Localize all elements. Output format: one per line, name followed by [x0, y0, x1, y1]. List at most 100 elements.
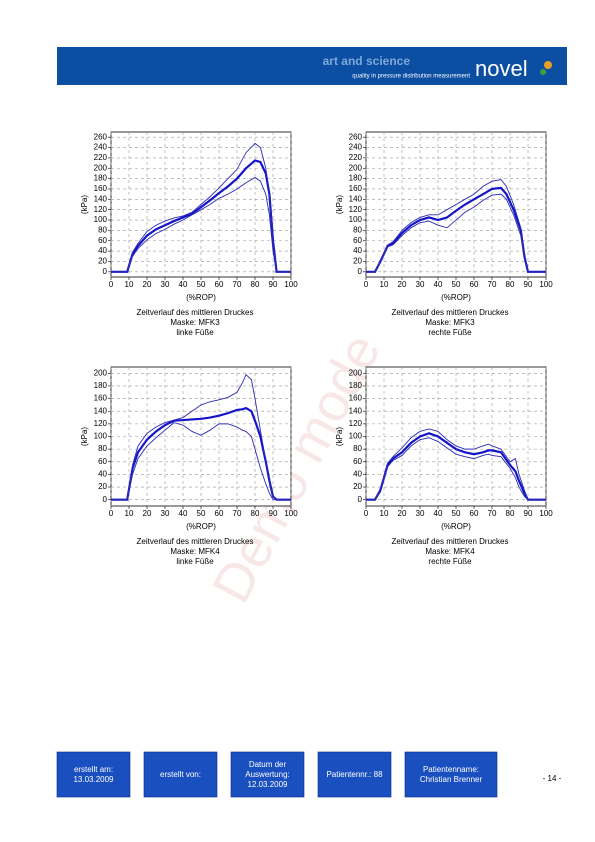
x-tick-label: 80 [251, 509, 260, 518]
x-axis-label: (%ROP) [441, 293, 471, 302]
x-tick-label: 30 [161, 509, 170, 518]
x-tick-label: 0 [109, 280, 114, 289]
chart-caption: linke Füße [176, 557, 214, 566]
footer-text: Christian Brenner [420, 775, 483, 784]
footer-text: 13.03.2009 [73, 775, 114, 784]
footer-box [143, 751, 218, 798]
y-tick-label: 100 [349, 215, 363, 224]
x-tick-label: 60 [470, 509, 479, 518]
chart: 0 20 40 60 80 100 120 140 160 180 200 0 10 20 30 40 50 60… [80, 366, 298, 566]
chart-caption: Maske: MFK3 [425, 318, 475, 327]
x-tick-label: 90 [524, 509, 533, 518]
x-tick-label: 10 [125, 509, 134, 518]
y-tick-label: 20 [353, 482, 362, 491]
chart-caption: Maske: MFK4 [425, 547, 475, 556]
footer-text: erstellt von: [160, 770, 201, 779]
footer-text: erstellt am: [74, 765, 113, 774]
y-tick-label: 200 [94, 163, 108, 172]
x-tick-label: 70 [488, 280, 497, 289]
chart-caption: Zeitverlauf des mittleren Druckes [137, 537, 254, 546]
y-tick-label: 120 [94, 419, 108, 428]
y-tick-label: 60 [98, 236, 107, 245]
data-line [366, 179, 546, 273]
x-tick-label: 80 [506, 280, 515, 289]
x-tick-label: 20 [143, 509, 152, 518]
footer-text: Patientennr.: 88 [326, 770, 383, 779]
header-tagline: quality in pressure distribution measure… [352, 74, 470, 80]
data-line [366, 432, 546, 501]
y-tick-label: 80 [353, 226, 362, 235]
y-tick-label: 0 [103, 267, 108, 276]
data-line [366, 193, 546, 273]
y-tick-label: 220 [349, 153, 363, 162]
x-tick-label: 20 [398, 280, 407, 289]
y-axis-label: (kPa) [335, 195, 344, 214]
footer-box [56, 751, 131, 798]
x-tick-label: 30 [416, 280, 425, 289]
x-tick-label: 40 [179, 280, 188, 289]
footer-text: Datum der [249, 760, 287, 769]
x-tick-label: 100 [539, 509, 553, 518]
header-logo: novel [475, 56, 528, 81]
x-tick-label: 40 [434, 280, 443, 289]
y-tick-label: 80 [353, 444, 362, 453]
y-tick-label: 160 [349, 184, 363, 193]
x-tick-label: 70 [233, 280, 242, 289]
y-tick-label: 200 [94, 368, 108, 377]
data-line [366, 437, 546, 501]
x-tick-label: 90 [524, 280, 533, 289]
x-tick-label: 10 [125, 280, 134, 289]
y-tick-label: 180 [94, 174, 108, 183]
y-tick-label: 0 [358, 267, 363, 276]
x-tick-label: 80 [251, 280, 260, 289]
data-line [111, 422, 291, 501]
x-tick-label: 100 [284, 280, 298, 289]
footer-box [317, 751, 392, 798]
y-tick-label: 160 [94, 394, 108, 403]
y-tick-label: 0 [358, 495, 363, 504]
x-tick-label: 20 [143, 280, 152, 289]
x-tick-label: 90 [269, 509, 278, 518]
chart-caption: linke Füße [176, 328, 214, 337]
y-tick-label: 140 [349, 406, 363, 415]
y-tick-label: 200 [349, 368, 363, 377]
data-line [111, 177, 291, 273]
chart-caption: Zeitverlauf des mittleren Druckes [392, 308, 509, 317]
x-axis-label: (%ROP) [441, 522, 471, 531]
data-line [111, 142, 291, 273]
y-tick-label: 40 [353, 246, 362, 255]
x-tick-label: 50 [452, 280, 461, 289]
x-axis-label: (%ROP) [186, 522, 216, 531]
y-tick-label: 160 [94, 184, 108, 193]
y-tick-label: 180 [349, 174, 363, 183]
x-tick-label: 60 [215, 280, 224, 289]
y-tick-label: 100 [349, 432, 363, 441]
x-tick-label: 90 [269, 280, 278, 289]
y-tick-label: 40 [98, 246, 107, 255]
page-number: - 14 - [543, 774, 562, 783]
y-tick-label: 180 [349, 381, 363, 390]
x-tick-label: 10 [380, 509, 389, 518]
header-slogan: art and science [323, 54, 411, 68]
y-tick-label: 20 [98, 482, 107, 491]
y-tick-label: 80 [98, 444, 107, 453]
y-axis-label: (kPa) [80, 195, 89, 214]
y-tick-label: 40 [98, 470, 107, 479]
data-line [111, 373, 291, 501]
y-tick-label: 80 [98, 226, 107, 235]
x-tick-label: 50 [197, 509, 206, 518]
data-line [366, 428, 546, 501]
x-tick-label: 60 [470, 280, 479, 289]
y-tick-label: 140 [94, 406, 108, 415]
y-tick-label: 120 [349, 419, 363, 428]
footer-text: 12.03.2009 [247, 780, 288, 789]
y-tick-label: 100 [94, 215, 108, 224]
footer-text: Patientenname: [423, 765, 479, 774]
y-tick-label: 260 [94, 132, 108, 141]
x-tick-label: 40 [179, 509, 188, 518]
chart-caption: Maske: MFK3 [170, 318, 220, 327]
x-tick-label: 70 [233, 509, 242, 518]
x-axis-label: (%ROP) [186, 293, 216, 302]
